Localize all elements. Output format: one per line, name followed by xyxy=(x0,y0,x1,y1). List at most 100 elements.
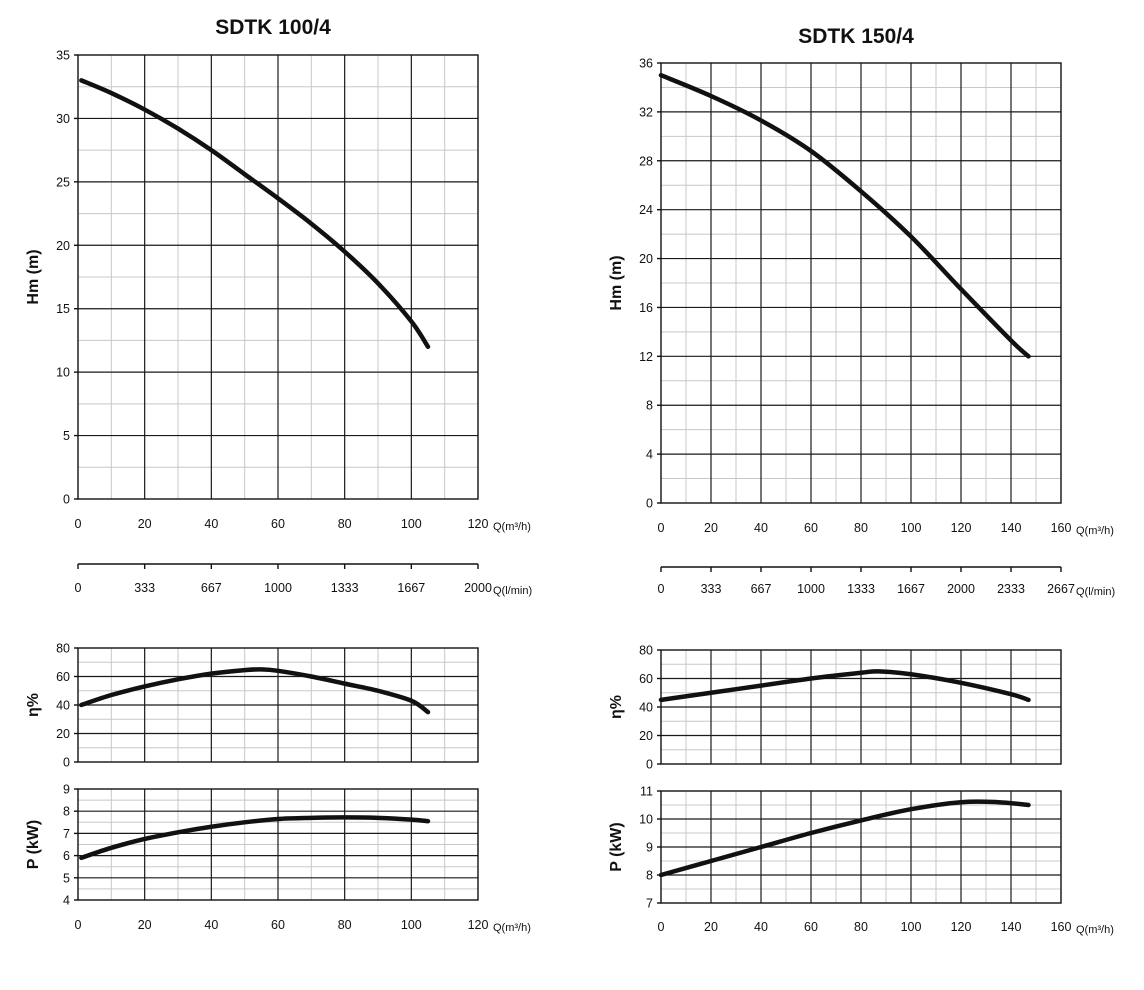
y-tick-label: 80 xyxy=(56,642,70,656)
y-tick-label: 20 xyxy=(639,729,653,743)
x-tick-label: 2667 xyxy=(1047,582,1075,596)
x-tick-label: 160 xyxy=(1051,920,1072,934)
x-tick-label: 0 xyxy=(75,581,82,595)
chart1-title: SDTK 100/4 xyxy=(215,16,331,39)
x-tick-label: 60 xyxy=(271,517,285,531)
y-tick-label: 25 xyxy=(56,175,70,189)
x-tick-label: 667 xyxy=(751,582,772,596)
y-tick-label: 40 xyxy=(56,699,70,713)
x-tick-label: 40 xyxy=(204,517,218,531)
y-tick-label: 9 xyxy=(646,841,653,855)
y-axis-label: Hm (m) xyxy=(25,249,42,304)
bottom-x-axis-unit: Q(m³/h) xyxy=(493,922,531,934)
y-tick-label: 20 xyxy=(639,252,653,266)
x-tick-label: 0 xyxy=(75,517,82,531)
y-tick-label: 60 xyxy=(639,672,653,686)
y-axis-label: P (kW) xyxy=(608,822,625,871)
y-tick-label: 80 xyxy=(639,644,653,658)
x-tick-label: 1667 xyxy=(397,581,425,595)
x-tick-label: 0 xyxy=(658,521,665,535)
bottom-x-axis-unit: Q(m³/h) xyxy=(1076,924,1114,936)
y-tick-label: 28 xyxy=(639,154,653,168)
secondary-axis-unit: Q(l/min) xyxy=(1076,586,1115,598)
y-tick-label: 7 xyxy=(63,827,70,841)
y-tick-label: 12 xyxy=(639,350,653,364)
x-tick-label: 40 xyxy=(754,920,768,934)
y-axis-label: P (kW) xyxy=(25,820,42,869)
x-tick-label: 1000 xyxy=(264,581,292,595)
chart2-panel-2: 7 8 9 10 11 P (kW) xyxy=(608,785,1062,911)
x-tick-label: 160 xyxy=(1051,521,1072,535)
y-tick-label: 60 xyxy=(56,670,70,684)
y-axis-label: Hm (m) xyxy=(608,255,625,310)
x-tick-label: 333 xyxy=(701,582,722,596)
x-tick-label: 1000 xyxy=(797,582,825,596)
x-tick-label: 1333 xyxy=(331,581,359,595)
y-tick-label: 20 xyxy=(56,727,70,741)
x-tick-label: 2000 xyxy=(464,581,492,595)
x-tick-label: 120 xyxy=(951,521,972,535)
chart2: SDTK 150/4 0 4 8 12 16 20 24 28 32 36 Hm (m) 0 20 40 60… xyxy=(608,25,1115,936)
chart2-title: SDTK 150/4 xyxy=(798,25,914,48)
x-tick-label: 100 xyxy=(901,920,922,934)
x-tick-label: 0 xyxy=(658,582,665,596)
x-tick-label: 20 xyxy=(704,920,718,934)
y-tick-label: 0 xyxy=(646,758,653,772)
y-tick-label: 15 xyxy=(56,302,70,316)
chart1-panel-1: 0 20 40 60 80 η% xyxy=(25,642,479,770)
y-tick-label: 32 xyxy=(639,105,653,119)
y-axis-label: η% xyxy=(25,693,42,717)
chart2-curve-0 xyxy=(658,72,1031,359)
chart1-curve-1 xyxy=(79,667,431,715)
y-tick-label: 4 xyxy=(646,448,653,462)
y-tick-label: 8 xyxy=(63,805,70,819)
x-tick-label: 40 xyxy=(754,521,768,535)
y-tick-label: 0 xyxy=(63,756,70,770)
y-tick-label: 0 xyxy=(646,497,653,511)
x-axis-unit: Q(m³/h) xyxy=(493,521,531,533)
y-tick-label: 20 xyxy=(56,239,70,253)
x-tick-label: 667 xyxy=(201,581,222,595)
x-tick-label: 60 xyxy=(804,521,818,535)
y-axis-label: η% xyxy=(608,695,625,719)
x-tick-label: 60 xyxy=(271,918,285,932)
plot-frame xyxy=(77,788,479,901)
y-tick-label: 16 xyxy=(639,301,653,315)
chart2-panel-1: 0 20 40 60 80 η% xyxy=(608,644,1062,772)
y-tick-label: 8 xyxy=(646,869,653,883)
y-tick-label: 36 xyxy=(639,57,653,71)
x-tick-label: 80 xyxy=(338,918,352,932)
chart1-panel-0: 0 5 10 15 20 25 30 35 Hm (m) xyxy=(25,49,479,507)
y-tick-label: 8 xyxy=(646,399,653,413)
x-tick-label: 20 xyxy=(138,517,152,531)
y-tick-label: 6 xyxy=(63,849,70,863)
x-tick-label: 0 xyxy=(658,920,665,934)
chart1-panel-2: 4 5 6 7 8 9 P (kW) xyxy=(25,783,479,908)
y-tick-label: 5 xyxy=(63,429,70,443)
x-tick-label: 120 xyxy=(468,918,489,932)
y-tick-label: 7 xyxy=(646,897,653,911)
y-tick-label: 9 xyxy=(63,783,70,797)
x-tick-label: 20 xyxy=(138,918,152,932)
y-tick-label: 11 xyxy=(640,785,653,799)
y-tick-label: 40 xyxy=(639,701,653,715)
x-tick-label: 20 xyxy=(704,521,718,535)
x-tick-label: 2333 xyxy=(997,582,1025,596)
chart2-curve-1 xyxy=(658,669,1031,703)
y-tick-label: 24 xyxy=(639,203,653,217)
x-tick-label: 1667 xyxy=(897,582,925,596)
x-tick-label: 80 xyxy=(338,517,352,531)
x-tick-label: 60 xyxy=(804,920,818,934)
y-tick-label: 0 xyxy=(63,493,70,507)
x-tick-label: 40 xyxy=(204,918,218,932)
x-tick-label: 80 xyxy=(854,920,868,934)
x-tick-label: 2000 xyxy=(947,582,975,596)
plot-frame xyxy=(77,54,479,500)
y-tick-label: 30 xyxy=(56,112,70,126)
chart1-curve-2 xyxy=(79,815,431,861)
x-tick-label: 120 xyxy=(468,517,489,531)
x-axis-unit: Q(m³/h) xyxy=(1076,525,1114,537)
x-tick-label: 100 xyxy=(401,918,422,932)
